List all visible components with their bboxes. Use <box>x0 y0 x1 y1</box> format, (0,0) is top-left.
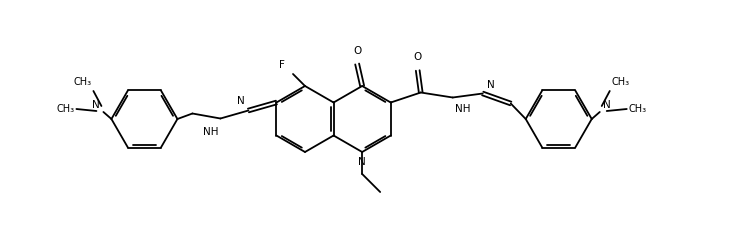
Text: N: N <box>487 80 495 89</box>
Text: CH₃: CH₃ <box>612 77 630 87</box>
Text: N: N <box>92 100 99 110</box>
Text: O: O <box>353 46 362 56</box>
Text: CH₃: CH₃ <box>74 77 91 87</box>
Text: N: N <box>603 100 611 110</box>
Text: F: F <box>279 60 285 70</box>
Text: NH: NH <box>455 104 470 115</box>
Text: CH₃: CH₃ <box>57 104 74 114</box>
Text: NH: NH <box>203 126 218 137</box>
Text: O: O <box>414 53 422 62</box>
Text: N: N <box>358 157 366 167</box>
Text: CH₃: CH₃ <box>628 104 647 114</box>
Text: N: N <box>237 97 245 106</box>
